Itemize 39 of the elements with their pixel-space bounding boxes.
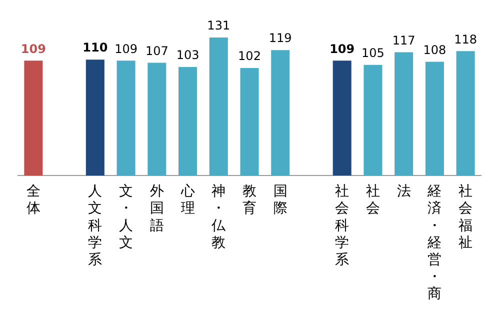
- x-tick-label: 経済・経営・商: [426, 184, 442, 302]
- data-label: 107: [145, 44, 168, 58]
- bar: [456, 51, 475, 176]
- x-tick-label: 全体: [26, 184, 40, 217]
- data-label: 102: [238, 49, 261, 64]
- x-tick-label: 社会: [366, 184, 380, 217]
- data-label: 108: [423, 42, 446, 57]
- bar: [271, 50, 290, 176]
- bar: [425, 62, 444, 176]
- bar: [209, 37, 228, 176]
- bar: [178, 66, 198, 176]
- bar: [240, 68, 259, 176]
- bar: [332, 60, 352, 176]
- bar: [86, 60, 104, 176]
- bar: [24, 60, 43, 176]
- x-tick-label: 人文科学系: [88, 184, 102, 268]
- bar: [116, 60, 136, 176]
- data-label: 118: [454, 32, 478, 46]
- bar: [148, 62, 166, 176]
- x-tick-label: 外国語: [150, 184, 164, 234]
- data-label: 131: [207, 18, 230, 33]
- data-label: 110: [82, 40, 108, 55]
- x-tick-label: 神・仏教: [210, 184, 227, 251]
- x-tick-label: 教育: [242, 184, 256, 217]
- data-label: 109: [20, 42, 46, 56]
- x-tick-label: 文・人文: [119, 184, 134, 251]
- bar: [394, 52, 414, 176]
- data-label: 109: [330, 42, 355, 56]
- data-label: 119: [268, 31, 292, 46]
- bar: [364, 64, 382, 176]
- x-tick-label: 社会科学系: [335, 184, 350, 268]
- data-label: 103: [176, 48, 200, 62]
- x-tick-label: 法: [396, 184, 411, 200]
- data-label: 105: [362, 46, 384, 60]
- data-label: 109: [114, 42, 138, 56]
- x-tick-label: 心理: [180, 184, 195, 217]
- x-tick-label: 国際: [273, 184, 288, 217]
- data-label: 117: [392, 33, 416, 48]
- x-tick-label: 社会福祉: [458, 184, 473, 251]
